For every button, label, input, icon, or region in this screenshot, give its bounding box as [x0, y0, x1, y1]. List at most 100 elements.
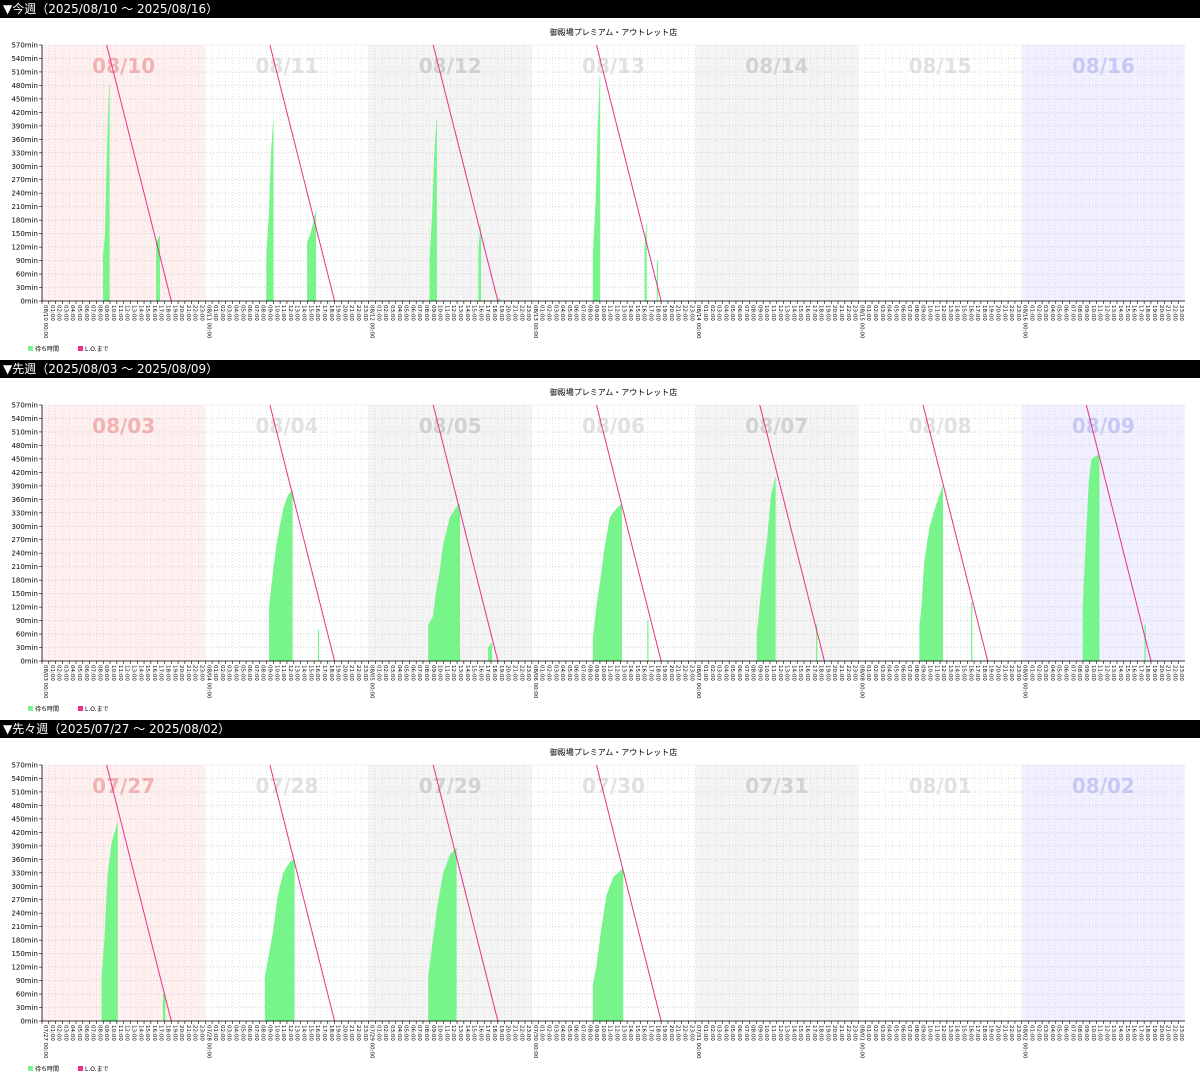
x-tick-label: 15:00: [634, 305, 640, 321]
x-tick-label: 23:00: [525, 1025, 531, 1041]
x-tick-label: 10:00: [273, 665, 279, 681]
x-tick-label: 18:00: [328, 1025, 334, 1041]
x-tick-label: 09:00: [267, 305, 273, 321]
day-band: [42, 45, 206, 301]
x-tick-label: 07/30 00:00: [532, 1025, 538, 1059]
x-tick-label: 12:00: [777, 665, 783, 681]
y-tick-label: 540min: [11, 415, 38, 423]
x-tick-label: 18:00: [164, 1025, 170, 1041]
x-tick-label: 21:00: [348, 665, 354, 681]
x-tick-label: 21:00: [348, 1025, 354, 1041]
x-tick-label: 20:00: [178, 305, 184, 321]
x-tick-label: 19:00: [171, 1025, 177, 1041]
x-tick-label: 08:00: [586, 1025, 592, 1041]
x-tick-label: 11:00: [280, 1025, 286, 1041]
x-tick-label: 09:00: [267, 665, 273, 681]
y-tick-label: 480min: [11, 82, 38, 90]
y-tick-label: 450min: [11, 455, 38, 463]
x-tick-label: 21:00: [675, 1025, 681, 1041]
x-tick-label: 05:00: [239, 1025, 245, 1041]
x-tick-label: 13:00: [620, 1025, 626, 1041]
x-tick-label: 03:00: [226, 305, 232, 321]
x-tick-label: 03:00: [62, 305, 68, 321]
y-tick-label: 60min: [16, 631, 38, 639]
y-tick-label: 0min: [20, 298, 38, 306]
x-tick-label: 08/15 00:00: [858, 305, 864, 339]
x-tick-label: 13:00: [1110, 665, 1116, 681]
x-tick-label: 16:00: [151, 1025, 157, 1041]
x-tick-label: 08/02 00:00: [1022, 1025, 1028, 1059]
x-tick-label: 07:00: [90, 665, 96, 681]
x-tick-label: 10:00: [763, 665, 769, 681]
x-tick-label: 20:00: [1158, 1025, 1164, 1041]
x-tick-label: 17:00: [321, 665, 327, 681]
wait-area: [1082, 453, 1100, 662]
x-tick-label: 18:00: [981, 665, 987, 681]
x-tick-label: 09:00: [756, 665, 762, 681]
x-tick-label: 11:00: [607, 1025, 613, 1041]
x-tick-label: 14:00: [790, 665, 796, 681]
y-tick-label: 570min: [11, 42, 38, 50]
x-tick-label: 15:00: [307, 305, 313, 321]
x-tick-label: 06:00: [573, 305, 579, 321]
x-tick-label: 14:00: [1117, 665, 1123, 681]
x-tick-label: 06:00: [246, 1025, 252, 1041]
x-tick-label: 23:00: [688, 665, 694, 681]
lo-line: [432, 404, 499, 662]
x-tick-label: 01:00: [212, 1025, 218, 1041]
x-tick-label: 07/27 00:00: [42, 1025, 48, 1059]
x-tick-label: 04:00: [233, 305, 239, 321]
wait-area: [317, 629, 320, 662]
x-tick-label: 22:00: [1008, 665, 1014, 681]
x-tick-label: 23:00: [852, 1025, 858, 1041]
x-tick-label: 14:00: [627, 665, 633, 681]
x-tick-label: 12:00: [124, 1025, 130, 1041]
x-tick-label: 13:00: [620, 665, 626, 681]
x-tick-label: 14:00: [954, 1025, 960, 1041]
x-tick-label: 22:00: [1008, 305, 1014, 321]
x-tick-label: 01:00: [702, 305, 708, 321]
chart: 08/10 08/11 08/12 08/13 08/14 08/15 08/16御殿場プレ…: [11, 27, 1185, 353]
x-tick-label: 13:00: [1110, 1025, 1116, 1041]
x-tick-label: 02:00: [709, 1025, 715, 1041]
x-tick-label: 16:00: [151, 305, 157, 321]
x-tick-label: 19:00: [988, 1025, 994, 1041]
x-tick-label: 17:00: [811, 305, 817, 321]
x-tick-label: 21:00: [185, 665, 191, 681]
x-tick-label: 18:00: [981, 1025, 987, 1041]
x-tick-label: 20:00: [341, 665, 347, 681]
x-tick-label: 02:00: [56, 305, 62, 321]
x-tick-label: 10:00: [600, 305, 606, 321]
x-tick-label: 04:00: [1049, 665, 1055, 681]
x-tick-label: 16:00: [967, 665, 973, 681]
x-tick-label: 04:00: [1049, 305, 1055, 321]
x-tick-label: 10:00: [926, 305, 932, 321]
legend-swatch: [28, 706, 33, 711]
x-tick-label: 20:00: [505, 1025, 511, 1041]
wait-area: [268, 489, 293, 662]
x-tick-label: 11:00: [1097, 305, 1103, 321]
chart: 08/03 08/04 08/05 08/06 08/07 08/08 08/09御殿場プレ…: [11, 387, 1185, 713]
x-tick-label: 14:00: [301, 665, 307, 681]
x-tick-label: 20:00: [995, 305, 1001, 321]
x-tick-label: 14:00: [137, 665, 143, 681]
x-tick-label: 21:00: [838, 665, 844, 681]
x-tick-label: 15:00: [307, 1025, 313, 1041]
x-tick-label: 07:00: [906, 665, 912, 681]
x-tick-label: 21:00: [348, 305, 354, 321]
y-tick-label: 300min: [11, 523, 38, 531]
x-tick-label: 04:00: [69, 305, 75, 321]
lo-line: [759, 404, 825, 662]
x-tick-label: 15:00: [471, 1025, 477, 1041]
x-tick-label: 17:00: [321, 305, 327, 321]
day-band: [42, 765, 206, 1021]
y-tick-label: 30min: [16, 284, 38, 292]
x-tick-label: 22:00: [355, 1025, 361, 1041]
x-tick-label: 09:00: [103, 305, 109, 321]
x-tick-label: 22:00: [682, 305, 688, 321]
x-tick-label: 06:00: [1063, 305, 1069, 321]
x-tick-label: 22:00: [1171, 305, 1177, 321]
y-tick-label: 540min: [11, 55, 38, 63]
x-tick-label: 21:00: [1165, 1025, 1171, 1041]
x-tick-label: 06:00: [573, 1025, 579, 1041]
